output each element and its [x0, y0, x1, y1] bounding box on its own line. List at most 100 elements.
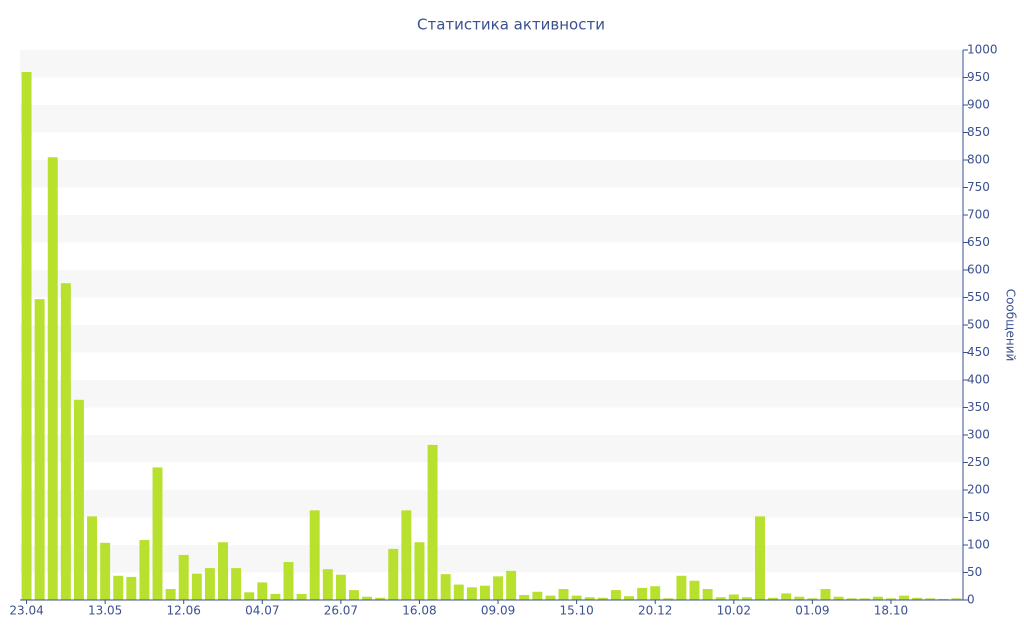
grid-band — [20, 545, 963, 573]
bar — [34, 299, 45, 600]
bar — [349, 590, 359, 600]
bar — [506, 570, 517, 600]
bar — [453, 584, 464, 600]
bar — [244, 592, 255, 600]
bar — [571, 595, 582, 600]
bar — [493, 576, 504, 600]
x-tick-label: 26.07 — [324, 604, 358, 618]
bar — [440, 574, 451, 600]
bar — [257, 582, 268, 600]
y-tick-label: 450 — [967, 345, 990, 359]
bar — [362, 596, 373, 600]
x-tick-label: 15.10 — [559, 604, 593, 618]
bar — [21, 72, 32, 600]
y-tick-label: 250 — [967, 455, 990, 469]
bar — [624, 596, 634, 600]
bar — [610, 590, 621, 600]
x-tick-label: 23.04 — [9, 604, 43, 618]
y-tick-label: 400 — [967, 373, 990, 387]
bar — [309, 510, 320, 600]
y-tick-label: 1000 — [967, 43, 998, 57]
bar — [885, 598, 896, 600]
bar — [584, 597, 595, 600]
bar — [899, 595, 910, 600]
y-tick-label: 100 — [967, 538, 990, 552]
bar — [335, 574, 346, 600]
y-tick-label: 650 — [967, 235, 990, 249]
y-tick-label: 550 — [967, 290, 990, 304]
grid-band — [20, 270, 963, 298]
bar — [126, 576, 137, 600]
bar — [375, 597, 386, 600]
grid-band — [20, 50, 963, 78]
y-tick-label: 200 — [967, 483, 990, 497]
y-axis-title: Сообщений — [1004, 289, 1018, 362]
bar — [558, 589, 569, 600]
y-tick-label: 500 — [967, 318, 990, 332]
x-tick-label: 09.09 — [481, 604, 515, 618]
grid-band — [20, 435, 963, 463]
grid-band — [20, 325, 963, 353]
y-tick-label: 750 — [967, 180, 990, 194]
x-tick-label: 01.09 — [795, 604, 829, 618]
bar — [191, 573, 202, 600]
bar — [427, 444, 438, 600]
bar — [728, 594, 739, 600]
grid-band — [20, 215, 963, 243]
y-tick-label: 50 — [967, 565, 982, 579]
grid-band — [20, 160, 963, 188]
bar — [597, 597, 608, 600]
bar — [270, 593, 281, 600]
bar — [466, 587, 477, 600]
bar — [912, 597, 923, 600]
bar — [702, 589, 713, 600]
grid-band — [20, 490, 963, 518]
grid-band — [20, 105, 963, 133]
bar — [925, 598, 936, 600]
y-tick-label: 350 — [967, 400, 990, 414]
y-tick-label: 300 — [967, 428, 990, 442]
bar — [859, 598, 870, 600]
bar — [676, 575, 687, 600]
bar — [60, 283, 71, 600]
x-tick-label: 18.10 — [874, 604, 908, 618]
bar — [807, 598, 818, 600]
bar — [741, 597, 752, 600]
bar — [231, 568, 242, 600]
bar — [545, 595, 556, 600]
bar — [715, 597, 726, 600]
chart-title: Статистика активности — [417, 16, 605, 34]
bar — [73, 399, 84, 600]
x-tick-label: 12.06 — [167, 604, 201, 618]
bar — [833, 596, 844, 600]
x-tick-label: 10.02 — [717, 604, 751, 618]
bar — [87, 516, 98, 600]
y-tick-label: 850 — [967, 125, 990, 139]
bar — [218, 542, 228, 600]
bar — [414, 542, 425, 600]
bar — [768, 597, 779, 600]
x-tick-label: 16.08 — [402, 604, 436, 618]
bar — [938, 598, 949, 600]
bar — [650, 586, 661, 600]
y-tick-label: 800 — [967, 153, 990, 167]
y-tick-label: 0 — [967, 593, 975, 607]
bar — [479, 585, 490, 600]
bar — [755, 516, 765, 600]
y-tick-label: 600 — [967, 263, 990, 277]
bar — [283, 562, 294, 600]
bar — [689, 580, 700, 600]
bar — [519, 595, 530, 600]
bar — [846, 598, 857, 600]
bar — [388, 548, 399, 600]
y-tick-label: 700 — [967, 208, 990, 222]
x-tick-label: 20.12 — [638, 604, 672, 618]
bar — [152, 467, 163, 600]
y-tick-label: 150 — [967, 510, 990, 524]
bar — [872, 596, 883, 600]
y-tick-label: 900 — [967, 98, 990, 112]
bar — [781, 593, 792, 600]
bar — [296, 593, 307, 600]
